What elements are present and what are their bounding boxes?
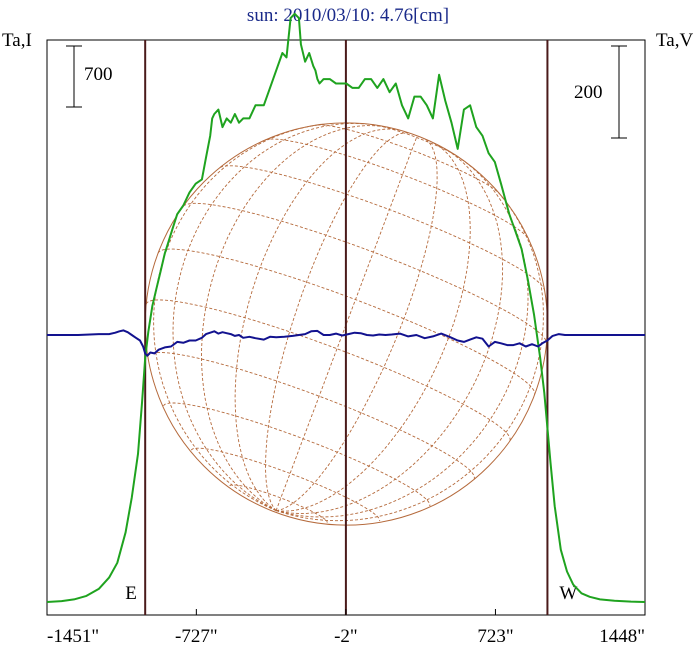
- x-tick-label: 723": [477, 626, 513, 647]
- solar-disk-layer: [144, 122, 548, 526]
- longitude-line: [172, 122, 374, 512]
- latitude-line: [147, 351, 475, 479]
- longitude-line: [201, 125, 389, 511]
- limb-marker-label-w: W: [559, 583, 577, 604]
- latitude-line: [317, 124, 500, 194]
- chart-title: sun: 2010/03/10: 4.76[cm]: [247, 5, 449, 26]
- right-scale-bar-label: 200: [574, 82, 603, 103]
- series-line-polarization: [47, 329, 645, 357]
- x-tick-label: -2": [334, 626, 358, 647]
- limb-marker-label-e: E: [125, 583, 137, 604]
- x-tick-label: -727": [175, 626, 218, 647]
- latitude-line: [163, 402, 431, 507]
- series-line-intensity: [46, 12, 646, 603]
- left-axis-label: Ta,I: [2, 30, 32, 51]
- longitude-line: [276, 138, 438, 512]
- right-axis-label: Ta,V: [656, 30, 693, 51]
- longitude-line: [265, 132, 410, 511]
- longitude-line: [275, 185, 544, 522]
- x-tick-layer: -1451" -727" -2" 723" 1448": [46, 609, 646, 647]
- latitude-line: [183, 202, 547, 343]
- longitude-line: [276, 141, 471, 512]
- longitude-line: [276, 147, 504, 514]
- series-layer: [46, 12, 646, 603]
- longitude-line: [275, 135, 418, 511]
- longitude-line: [275, 156, 529, 518]
- latitude-line: [190, 447, 381, 522]
- latitude-line: [265, 138, 529, 240]
- longitude-line: [153, 123, 328, 512]
- latitude-line: [145, 299, 511, 441]
- longitude-line: [234, 128, 403, 511]
- x-tick-label: -1451": [47, 626, 99, 647]
- left-scale-bar: [66, 45, 82, 108]
- x-tick-label: 1448": [599, 626, 645, 647]
- left-scale-bar-label: 700: [84, 64, 113, 85]
- right-scale-bar: [611, 45, 627, 139]
